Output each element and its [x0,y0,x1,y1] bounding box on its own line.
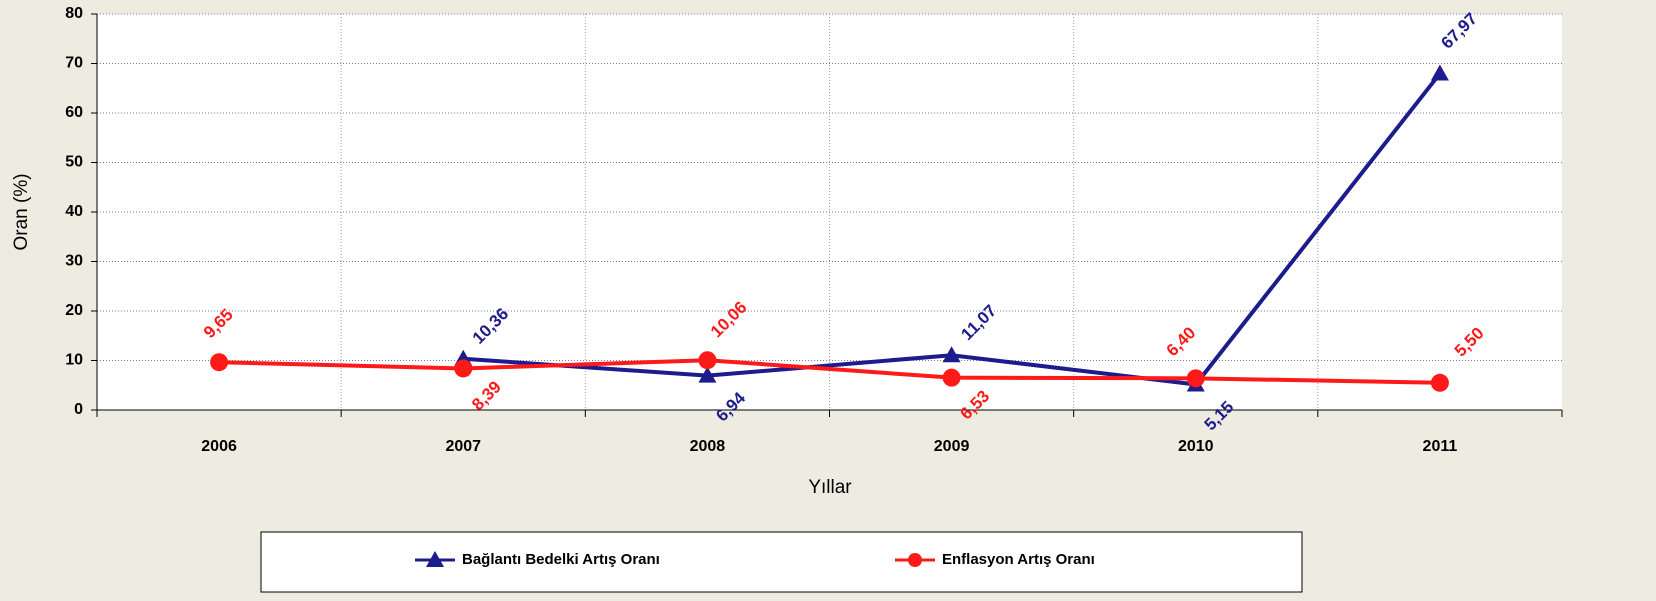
x-axis-label: Yıllar [808,477,852,498]
y-tick-label: 80 [65,5,83,22]
x-tick-label: 2011 [1423,438,1458,455]
point-marker [210,353,229,372]
y-tick-label: 40 [65,203,83,220]
y-tick-label: 60 [65,104,83,121]
y-tick-label: 20 [65,302,83,319]
y-tick-label: 50 [65,154,83,171]
legend-marker [908,553,922,567]
x-tick-label: 2008 [690,438,726,455]
x-tick-label: 2010 [1178,438,1214,455]
point-marker [1186,369,1205,388]
x-tick-label: 2009 [934,438,970,455]
point-marker [698,366,717,383]
y-tick-label: 30 [65,253,83,270]
point-marker [1430,373,1449,392]
point-marker [942,346,961,363]
legend-label: Bağlantı Bedelki Artış Oranı [462,551,660,568]
series-line [219,358,1440,385]
x-tick-label: 2006 [201,438,237,455]
legend-box [260,531,1303,593]
y-tick-label: 10 [65,352,83,369]
legend-marker [426,551,444,567]
point-marker [698,351,717,370]
point-marker [1430,64,1449,81]
y-tick-label: 0 [74,401,83,418]
y-tick-label: 70 [65,55,83,72]
legend-label: Enflasyon Artış Oranı [942,551,1095,568]
y-axis-label: Oran (%) [11,173,32,250]
point-marker [454,359,473,378]
point-marker [942,368,961,387]
x-tick-label: 2007 [445,438,481,455]
